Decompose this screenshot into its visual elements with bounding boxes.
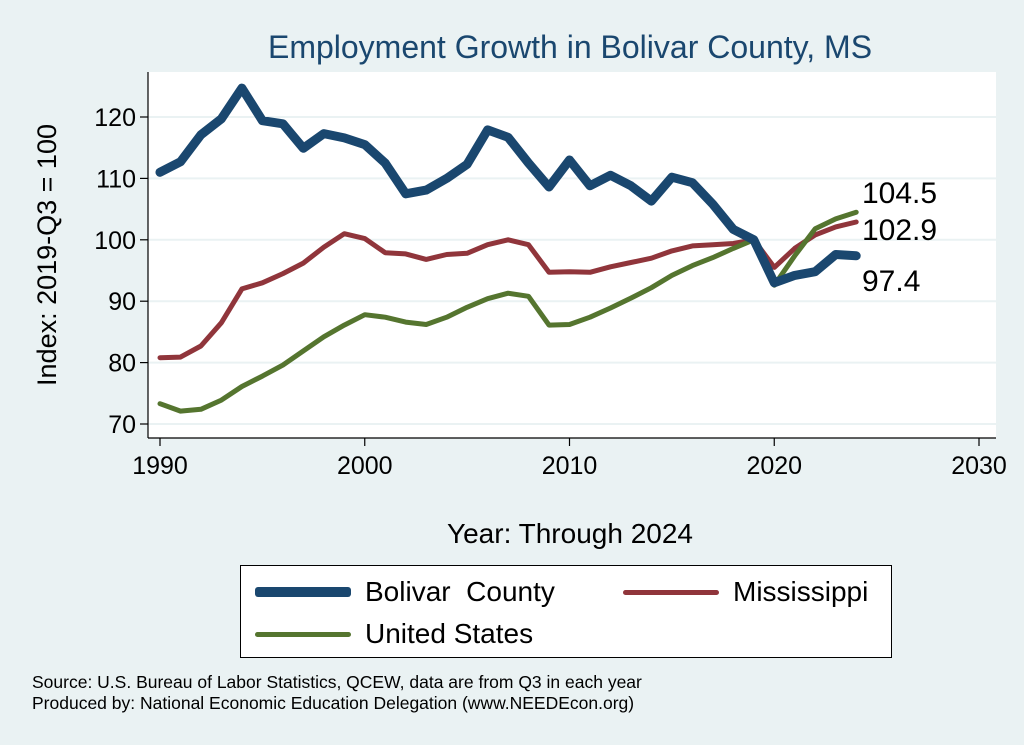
y-tick-label: 100 — [94, 227, 136, 255]
end-value-label: 102.9 — [862, 214, 937, 247]
y-tick-label: 110 — [96, 165, 136, 193]
legend-label-mississippi: Mississippi — [733, 576, 869, 607]
source-line: Source: U.S. Bureau of Labor Statistics,… — [32, 672, 642, 692]
y-axis-label: Index: 2019-Q3 = 100 — [32, 124, 62, 386]
legend-swatch-mississippi — [623, 589, 719, 595]
y-tick-label: 90 — [108, 288, 136, 316]
series-line — [157, 219, 859, 361]
legend-item-mississippi: Mississippi — [623, 576, 868, 608]
source-note: Source: U.S. Bureau of Labor Statistics,… — [32, 672, 642, 714]
end-value-label: 104.5 — [862, 177, 937, 210]
x-tick-label: 2030 — [951, 452, 1007, 480]
legend-label-united-states: United States — [365, 618, 534, 649]
series-line — [155, 83, 861, 288]
x-tick-label: 2010 — [542, 452, 598, 480]
legend-item-bolivar: Bolivar County — [255, 576, 555, 608]
y-tick-label: 120 — [94, 104, 136, 132]
series-lines — [155, 83, 861, 414]
x-axis-label: Year: Through 2024 — [447, 518, 693, 549]
end-value-label: 97.4 — [862, 265, 920, 298]
legend-label-bolivar: Bolivar County — [365, 576, 555, 607]
legend: Bolivar County Mississippi United States — [240, 565, 892, 658]
legend-swatch-united-states — [255, 631, 351, 637]
legend-item-united-states: United States — [255, 618, 533, 650]
y-tick-label: 80 — [108, 350, 136, 378]
series-line — [157, 209, 859, 414]
chart-title: Employment Growth in Bolivar County, MS — [268, 29, 872, 65]
end-labels: 104.5 102.9 97.4 — [862, 177, 937, 298]
producer-line: Produced by: National Economic Education… — [32, 693, 635, 713]
x-tick-label: 1990 — [132, 452, 188, 480]
x-tick-label: 2020 — [746, 452, 802, 480]
x-tick-label: 2000 — [337, 452, 393, 480]
y-tick-label: 70 — [108, 411, 136, 439]
axes: 70 80 90 100 110 120 1990 2000 2010 2020 2030 — [94, 72, 1007, 480]
legend-swatch-bolivar — [255, 587, 351, 597]
